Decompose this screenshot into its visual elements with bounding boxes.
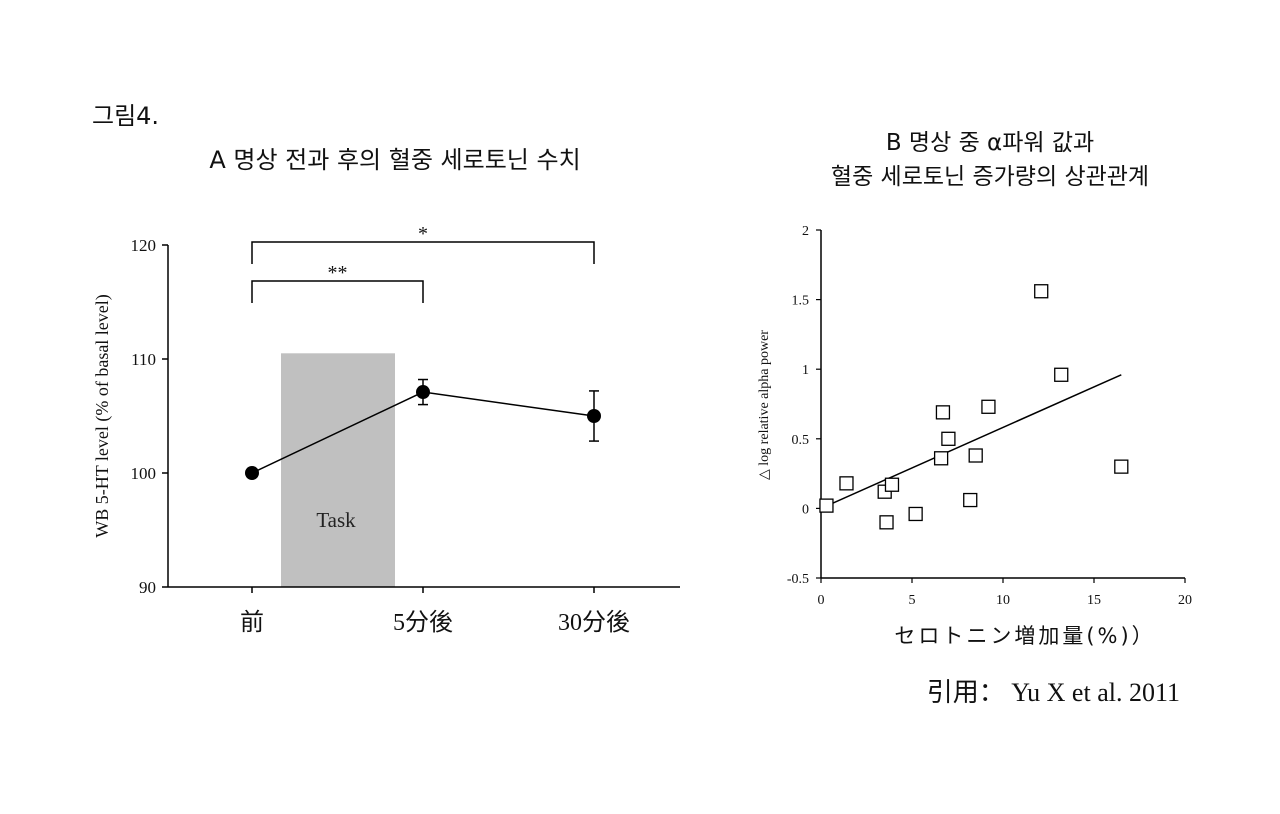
- x-tick-label: 30分後: [558, 609, 630, 636]
- data-point: [839, 476, 854, 491]
- data-point: [963, 492, 978, 508]
- x-axis-label: セロトニン増加量(%)）: [894, 624, 1155, 648]
- significance-label: *: [418, 223, 428, 245]
- significance-bracket: [251, 280, 424, 303]
- data-point: [941, 431, 956, 446]
- significance-bracket: [251, 241, 595, 264]
- chart-a-title: A 명상 전과 후의 혈중 세로토닌 수치: [209, 146, 581, 174]
- chart-b-title-line-1: B 명상 중 α파워 값과: [885, 130, 1095, 156]
- y-tick-label: 1: [802, 363, 809, 378]
- data-point: [981, 399, 996, 414]
- data-point: [1034, 284, 1049, 299]
- figure-label: 그림4.: [92, 102, 160, 130]
- y-axis-label: WB 5-HT level (% of basal level): [92, 294, 113, 538]
- data-point: [933, 451, 949, 466]
- significance-label: **: [328, 262, 348, 284]
- data-point: [1114, 459, 1129, 474]
- data-point: [819, 498, 834, 513]
- x-tick-label: 0: [818, 593, 825, 608]
- y-tick-label: 110: [131, 350, 156, 369]
- data-point: [1054, 367, 1069, 382]
- y-tick-label: 90: [139, 578, 156, 597]
- data-point: [587, 409, 601, 423]
- chart-a: Task 90 100 110 120 WB 5-HT level (% of basal…: [92, 223, 680, 636]
- data-point: [935, 405, 951, 420]
- data-point: [879, 515, 894, 530]
- y-tick-label: -0.5: [787, 572, 809, 587]
- x-tick-label: 5分後: [393, 609, 453, 636]
- x-tick-label: 20: [1178, 593, 1192, 608]
- task-region: [281, 353, 395, 587]
- chart-b-title-line-2: 혈중 세로토닌 증가량의 상관관계: [830, 164, 1150, 190]
- citation: 引用： Yu X et al. 2011: [926, 678, 1180, 707]
- data-point: [884, 477, 900, 492]
- x-tick-label: 10: [996, 593, 1010, 608]
- y-tick-label: 1.5: [792, 294, 810, 309]
- regression-line: [820, 374, 1122, 510]
- data-point: [968, 448, 983, 463]
- data-point: [908, 506, 923, 522]
- y-tick-label: 0.5: [792, 433, 810, 448]
- x-tick-label: 5: [909, 593, 916, 608]
- y-tick-label: 0: [802, 502, 809, 517]
- y-tick-label: 2: [802, 224, 809, 239]
- y-tick-label: 100: [131, 464, 157, 483]
- data-point: [245, 466, 259, 480]
- x-tick-label: 前: [240, 609, 264, 636]
- chart-b: -0.500.511.520 5 10 15 20△ log relative alph…: [757, 224, 1192, 648]
- task-label: Task: [316, 508, 356, 532]
- x-tick-label: 15: [1087, 593, 1101, 608]
- y-axis-label: △ log relative alpha power: [757, 330, 772, 480]
- y-tick-label: 120: [131, 236, 157, 255]
- data-point: [416, 385, 430, 400]
